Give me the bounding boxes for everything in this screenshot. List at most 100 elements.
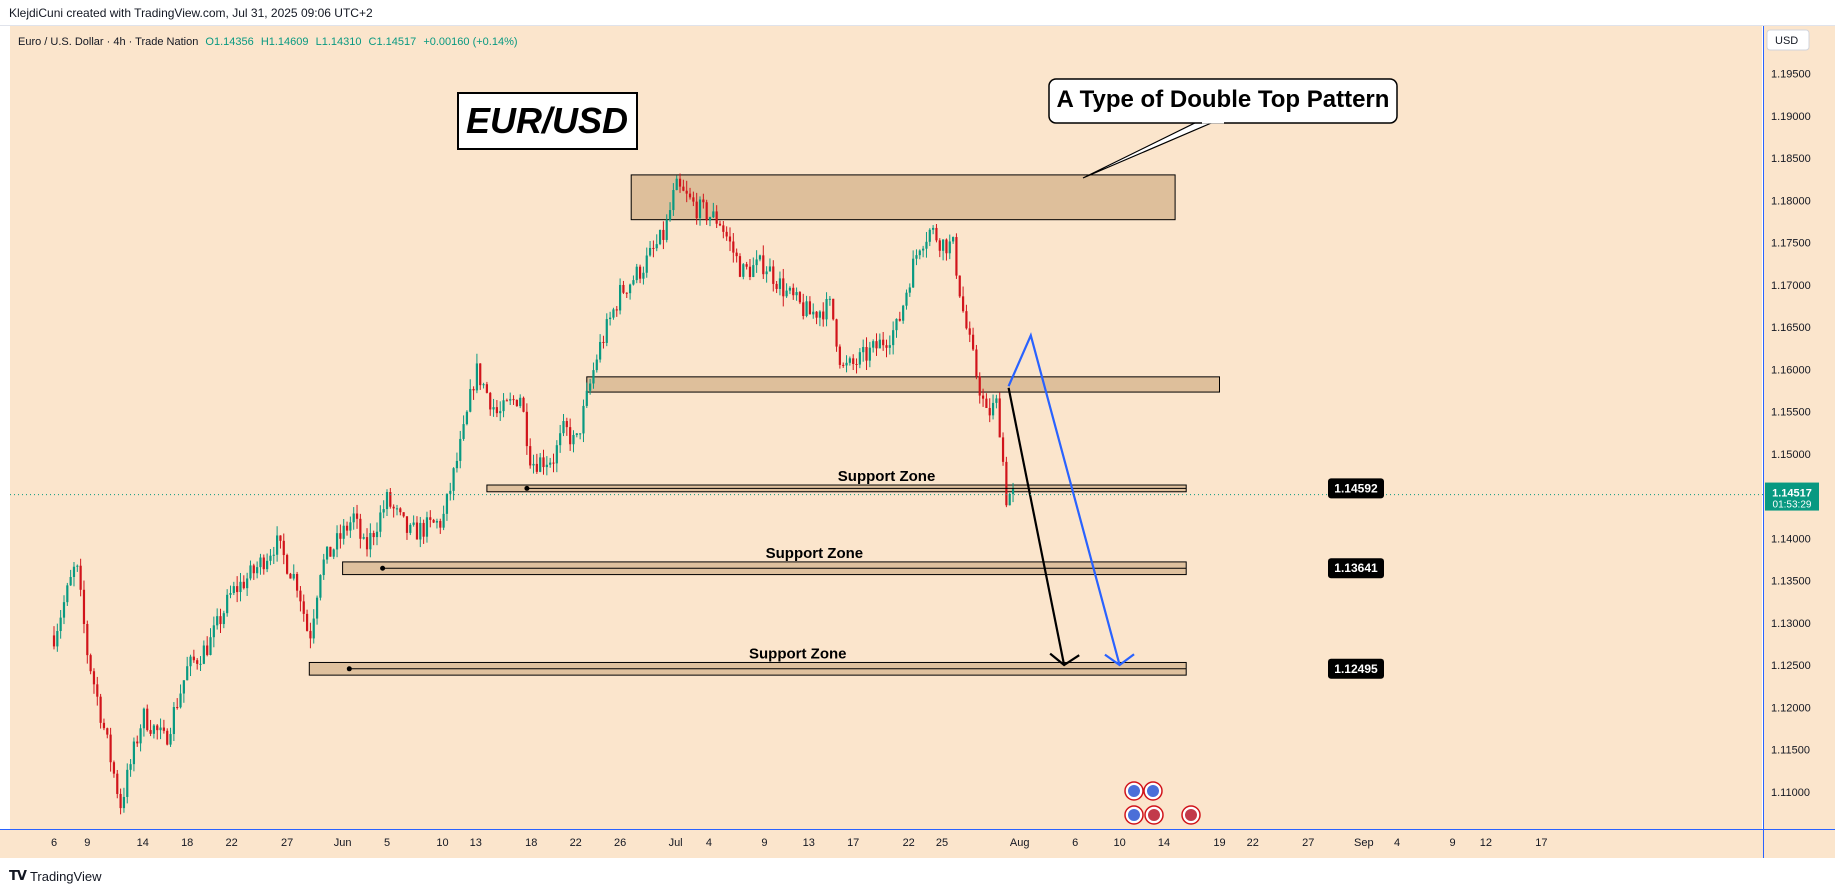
time-tick: 18 — [181, 837, 193, 849]
candle-body — [965, 311, 968, 329]
candle-body — [1008, 493, 1011, 506]
candle-body — [585, 390, 588, 406]
candle-body — [825, 298, 828, 320]
candles-layer — [52, 173, 1015, 815]
candle-body — [715, 211, 718, 224]
candle-body — [292, 573, 295, 579]
candle-body — [898, 318, 901, 321]
chart-title: EUR/USD — [466, 100, 628, 141]
tradingview-logo[interactable]: 𝗧𝗩 TradingView — [9, 868, 101, 884]
time-tick: 26 — [614, 837, 626, 849]
candle-body — [565, 421, 568, 428]
price-axis: 1.19500 1.19000 1.18500 1.18000 1.17500 1.170… — [1765, 69, 1819, 799]
candle-body — [545, 464, 548, 468]
symbol-legend: Euro / U.S. Dollar · 4h · Trade Nation O… — [18, 36, 518, 48]
candle-body — [142, 708, 146, 729]
candle-body — [89, 655, 92, 672]
candle-body — [712, 211, 715, 218]
candle-body — [622, 284, 625, 293]
candle-body — [502, 400, 505, 412]
candle-body — [242, 581, 245, 589]
arrow-head-blue — [1104, 653, 1135, 667]
candle-body — [882, 339, 885, 346]
candle-body — [489, 392, 492, 410]
candle-body — [472, 388, 475, 391]
price-tick: 1.16500 — [1771, 322, 1811, 334]
candle-body — [379, 512, 382, 532]
candle-body — [835, 319, 838, 347]
candle-body — [332, 549, 335, 557]
candle-body — [892, 330, 895, 346]
time-tick: 22 — [225, 837, 237, 849]
currency-label: USD — [1775, 35, 1798, 47]
time-tick: 17 — [847, 837, 859, 849]
candle-body — [322, 559, 325, 576]
price-tick: 1.11000 — [1771, 787, 1810, 799]
candle-body — [252, 565, 255, 574]
candle-body — [872, 341, 875, 348]
candle-body — [236, 586, 239, 593]
time-tick: 4 — [1394, 837, 1400, 849]
candle-body — [259, 557, 262, 568]
candle-body — [589, 383, 592, 391]
candle-body — [942, 239, 945, 251]
candle-body — [915, 255, 918, 259]
candle-body — [675, 178, 678, 191]
candle-body — [462, 424, 465, 439]
candle-body — [86, 624, 89, 656]
chart-area[interactable]: 1.19500 1.19000 1.18500 1.18000 1.17500 1.170… — [0, 26, 1835, 858]
tradingview-logo-icon: 𝗧𝗩 — [9, 868, 27, 883]
candle-body — [655, 244, 658, 249]
candle-body — [592, 370, 595, 384]
candle-body — [512, 399, 515, 401]
candle-body — [852, 358, 855, 364]
currency-button[interactable] — [1766, 29, 1810, 51]
candle-body — [642, 272, 645, 279]
candle-body — [748, 266, 752, 278]
candle-body — [299, 590, 302, 602]
time-tick: 10 — [436, 837, 448, 849]
candle-body — [339, 533, 342, 539]
candle-body — [146, 708, 149, 731]
candle-body — [725, 231, 728, 237]
candle-body — [832, 298, 835, 320]
candle-body — [958, 275, 961, 297]
candle-body — [262, 557, 265, 570]
candle-body — [166, 730, 169, 745]
candle-body — [762, 255, 765, 275]
plot-background — [10, 26, 1762, 829]
candle-body — [562, 421, 565, 434]
time-tick: 19 — [1213, 837, 1225, 849]
candle-body — [362, 537, 365, 539]
candle-body — [405, 516, 409, 533]
candle-body — [665, 219, 668, 240]
candle-body — [172, 707, 175, 735]
candle-body — [682, 186, 685, 191]
candle-body — [868, 347, 871, 361]
zone-anchor-3 — [380, 565, 386, 571]
candle-body — [256, 567, 259, 574]
zone-1 — [586, 376, 1220, 393]
candle-body — [82, 589, 86, 625]
price-tick: 1.13500 — [1771, 576, 1811, 588]
candle-body — [206, 645, 209, 655]
candle-body — [705, 202, 708, 221]
candle-body — [402, 512, 405, 517]
candle-body — [312, 618, 315, 639]
candle-body — [122, 796, 126, 809]
candle-body — [838, 346, 841, 365]
candle-body — [619, 284, 622, 311]
price-tick: 1.19500 — [1771, 69, 1811, 81]
time-tick: 13 — [470, 837, 482, 849]
zone-anchor-4 — [346, 666, 352, 672]
candle-body — [808, 301, 812, 315]
price-chart[interactable]: 1.19500 1.19000 1.18500 1.18000 1.17500 1.170… — [0, 26, 1835, 858]
candle-body — [239, 581, 242, 593]
candle-body — [755, 259, 758, 266]
candle-body — [785, 290, 788, 297]
candle-body — [329, 546, 332, 557]
candle-body — [162, 727, 165, 731]
candle-body — [295, 573, 299, 591]
candle-body — [136, 741, 139, 744]
candle-body — [932, 227, 935, 230]
